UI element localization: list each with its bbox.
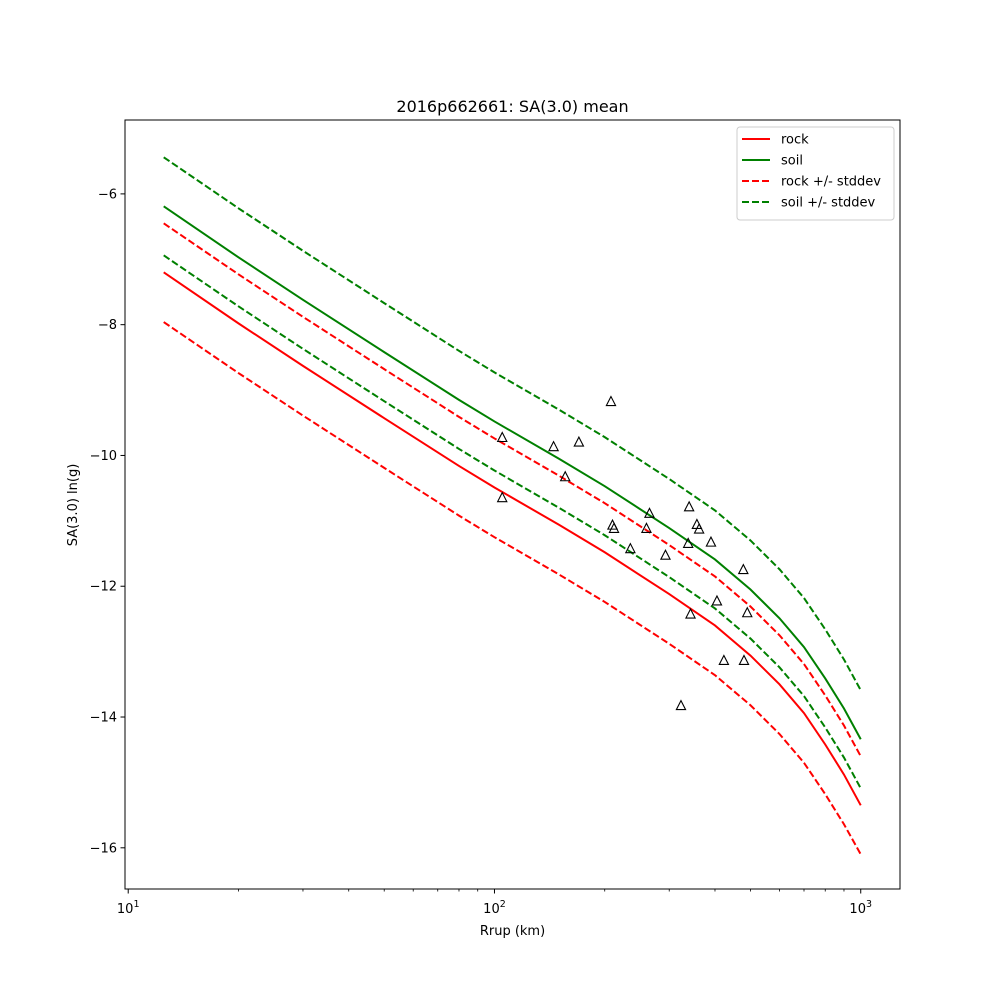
legend-label-2: rock +/- stddev xyxy=(781,175,881,190)
series-line-5 xyxy=(163,254,862,789)
observation-point-3 xyxy=(559,470,571,482)
observation-point-11 xyxy=(659,549,671,560)
observation-point-0 xyxy=(496,431,508,443)
plot-area: 101 102 103 −6 −8 −10 −12 −14 −16 xyxy=(90,119,901,917)
legend-label-0: rock xyxy=(781,133,809,148)
y-tick-label-0: −6 xyxy=(98,187,117,202)
chart-title: 2016p662661: SA(3.0) mean xyxy=(396,97,628,116)
series-line-3 xyxy=(163,321,862,855)
y-tick-label-3: −12 xyxy=(90,580,117,595)
observation-point-18 xyxy=(705,535,717,547)
observation-point-2 xyxy=(548,440,560,452)
x-tick-label-1: 102 xyxy=(483,899,506,917)
observation-point-13 xyxy=(682,537,694,548)
axes-frame xyxy=(124,119,901,890)
observation-point-23 xyxy=(741,606,753,618)
observation-point-14 xyxy=(683,500,695,512)
observation-point-21 xyxy=(737,563,749,575)
x-tick-label-0: 101 xyxy=(117,899,140,917)
observation-point-12 xyxy=(675,699,687,711)
series-line-1 xyxy=(163,205,862,740)
series-line-4 xyxy=(163,156,862,691)
y-tick-label-2: −10 xyxy=(90,449,117,464)
observation-point-20 xyxy=(718,654,730,666)
y-tick-label-5: −16 xyxy=(90,841,117,856)
observation-point-4 xyxy=(573,435,585,447)
series-line-0 xyxy=(163,271,862,806)
y-tick-label-4: −14 xyxy=(90,711,117,726)
observation-point-5 xyxy=(605,395,617,407)
y-axis-label: SA(3.0) ln(g) xyxy=(66,464,81,547)
legend-label-1: soil xyxy=(781,154,803,169)
observation-point-19 xyxy=(711,594,723,606)
observation-point-17 xyxy=(693,522,705,534)
legend: rock soil rock +/- stddev soil +/- stddev xyxy=(736,126,895,221)
x-axis-label: Rrup (km) xyxy=(480,924,545,939)
observation-point-7 xyxy=(608,522,620,533)
series-line-2 xyxy=(163,222,862,757)
legend-label-3: soil +/- stddev xyxy=(781,196,876,211)
y-tick-label-1: −8 xyxy=(98,318,117,333)
observation-point-22 xyxy=(738,654,750,666)
observation-point-10 xyxy=(643,507,655,518)
legend-box xyxy=(736,126,895,221)
observation-point-1 xyxy=(496,491,508,503)
x-tick-label-2: 103 xyxy=(849,899,872,917)
observation-point-15 xyxy=(685,607,697,619)
observation-point-8 xyxy=(624,542,636,554)
observation-point-9 xyxy=(640,522,652,533)
